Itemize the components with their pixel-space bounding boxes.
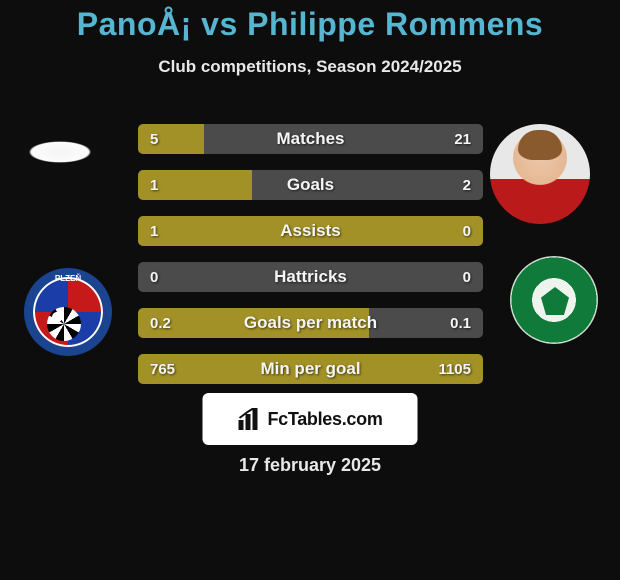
- stat-row: 10Assists: [138, 216, 483, 246]
- stat-row: 12Goals: [138, 170, 483, 200]
- player-left-avatar: [10, 124, 110, 224]
- player-right-avatar: [490, 124, 590, 224]
- comparison-stage: PLZEŇ 521Matches 12Goals 10Assists 00Hattri…: [0, 110, 620, 410]
- bar-left: [138, 216, 483, 246]
- stat-bars: 521Matches 12Goals 10Assists 00Hattricks 0.2…: [138, 124, 483, 400]
- bar-left: [138, 354, 483, 384]
- bar-right: [204, 124, 483, 154]
- brand-text: FcTables.com: [267, 409, 382, 430]
- date-text: 17 february 2025: [0, 455, 620, 476]
- bar-right: [369, 308, 483, 338]
- bar-left: [138, 124, 204, 154]
- bar-left: [138, 170, 252, 200]
- subtitle: Club competitions, Season 2024/2025: [0, 57, 620, 77]
- stat-row: 7651105Min per goal: [138, 354, 483, 384]
- bar-left: [138, 308, 369, 338]
- club-right-badge: [510, 256, 598, 344]
- stat-row: 521Matches: [138, 124, 483, 154]
- bars-icon: [237, 408, 263, 430]
- bar-left: [138, 262, 483, 292]
- page-title: PanoÅ¡ vs Philippe Rommens: [0, 0, 620, 43]
- stat-row: 0.20.1Goals per match: [138, 308, 483, 338]
- brand-badge: FcTables.com: [203, 393, 418, 445]
- bar-right: [252, 170, 483, 200]
- stat-row: 00Hattricks: [138, 262, 483, 292]
- club-left-badge: PLZEŇ: [24, 268, 112, 356]
